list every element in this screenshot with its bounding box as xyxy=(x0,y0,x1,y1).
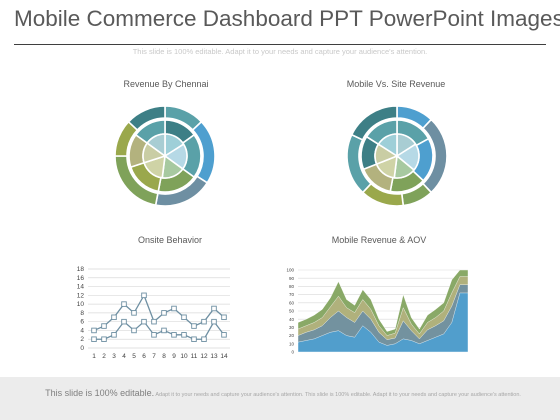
y-tick-label: 70 xyxy=(289,292,295,297)
y-tick-label: 16 xyxy=(77,275,85,282)
ring-3-slice-6 xyxy=(377,133,398,158)
y-tick-label: 18 xyxy=(77,266,85,273)
y-tick-label: 0 xyxy=(80,345,84,352)
x-tick-label: 13 xyxy=(210,353,218,360)
x-tick-label: 1 xyxy=(92,353,96,360)
y-tick-label: 8 xyxy=(80,310,84,317)
slide-subtitle: This slide is 100% editable. Adapt it to… xyxy=(132,47,428,56)
mobile-revenue-aov-area-chart: 0 10 20 30 40 50 60 70 80 90 100 xyxy=(286,268,469,355)
mobile-vs-site-label: Mobile Vs. Site Revenue xyxy=(346,79,446,89)
y-tick-label: 6 xyxy=(80,319,84,326)
series-2-point xyxy=(151,332,157,338)
x-tick-label: 9 xyxy=(172,353,176,360)
series-1-point xyxy=(111,314,117,321)
footer-bar: This slide is 100% editable. Adapt it to… xyxy=(0,377,560,420)
series-2-point xyxy=(201,336,207,342)
y-tick-label: 10 xyxy=(289,341,295,346)
series-1-point xyxy=(101,323,107,329)
series-1-point xyxy=(141,292,147,299)
y-tick-label: 14 xyxy=(77,284,85,291)
y-tick-label: 2 xyxy=(80,336,84,343)
x-tick-label: 14 xyxy=(220,353,228,360)
series-2-point xyxy=(91,336,97,342)
ring-1-slice-6 xyxy=(127,105,166,132)
series-1-point xyxy=(201,318,207,325)
series-2-point xyxy=(121,318,127,325)
x-tick-label: 7 xyxy=(152,353,156,360)
y-tick-label: 20 xyxy=(289,333,295,338)
x-tick-label: 10 xyxy=(180,353,188,360)
y-tick-label: 100 xyxy=(286,268,294,273)
revenue-chennai-label: Revenue By Chennai xyxy=(123,79,209,89)
slide-title: Mobile Commerce Dashboard PPT PowerPoint… xyxy=(14,6,560,31)
mobile-vs-site-donut-chart xyxy=(346,105,448,207)
series-1-point xyxy=(191,323,197,329)
x-tick-label: 11 xyxy=(191,353,198,360)
series-1-point xyxy=(211,305,217,312)
title-divider xyxy=(14,44,546,45)
footer-text: This slide is 100% editable. Adapt it to… xyxy=(18,389,548,399)
x-tick-label: 3 xyxy=(112,353,116,360)
onsite-behavior-label: Onsite Behavior xyxy=(137,235,203,245)
series-2-point xyxy=(141,318,147,325)
series-2-point xyxy=(211,318,217,325)
x-tick-label: 5 xyxy=(132,353,136,360)
y-tick-label: 0 xyxy=(291,350,294,355)
y-tick-label: 12 xyxy=(77,292,85,299)
x-tick-label: 4 xyxy=(122,353,126,360)
y-tick-label: 10 xyxy=(77,301,85,308)
x-tick-label: 12 xyxy=(200,353,208,360)
series-1-point xyxy=(121,301,127,307)
y-tick-label: 80 xyxy=(289,284,295,289)
y-tick-label: 30 xyxy=(289,325,295,330)
mobile-revenue-aov-label: Mobile Revenue & AOV xyxy=(331,235,427,245)
footer-lead: This slide is 100% editable. xyxy=(45,388,155,398)
series-2-point xyxy=(181,332,187,338)
y-tick-label: 90 xyxy=(289,276,295,281)
series-2-point xyxy=(131,327,137,334)
ring-1-slice-6 xyxy=(350,105,398,141)
series-4-area xyxy=(297,292,469,353)
x-tick-label: 2 xyxy=(102,353,106,360)
series-1-point xyxy=(171,305,177,312)
y-tick-label: 40 xyxy=(289,317,295,322)
y-tick-label: 4 xyxy=(80,327,84,334)
series-2-point xyxy=(111,332,117,338)
ring-3-slice-6 xyxy=(146,133,166,158)
series-2-point xyxy=(191,336,197,342)
series-1-point xyxy=(221,314,227,321)
series-2-point xyxy=(161,327,167,334)
revenue-chennai-donut-chart xyxy=(114,105,216,207)
series-1-point xyxy=(181,314,187,321)
x-tick-label: 8 xyxy=(162,353,166,360)
y-tick-label: 60 xyxy=(289,300,295,305)
footer-body: Adapt it to your needs and capture your … xyxy=(155,392,521,398)
series-1-point xyxy=(91,327,97,334)
x-tick-label: 6 xyxy=(142,353,146,360)
series-2-point xyxy=(101,336,107,342)
series-1-point xyxy=(131,310,137,316)
series-1-point xyxy=(151,318,157,325)
series-1-point xyxy=(161,310,167,316)
series-2-point xyxy=(221,332,227,338)
series-2-point xyxy=(171,332,177,338)
y-tick-label: 50 xyxy=(289,309,295,314)
